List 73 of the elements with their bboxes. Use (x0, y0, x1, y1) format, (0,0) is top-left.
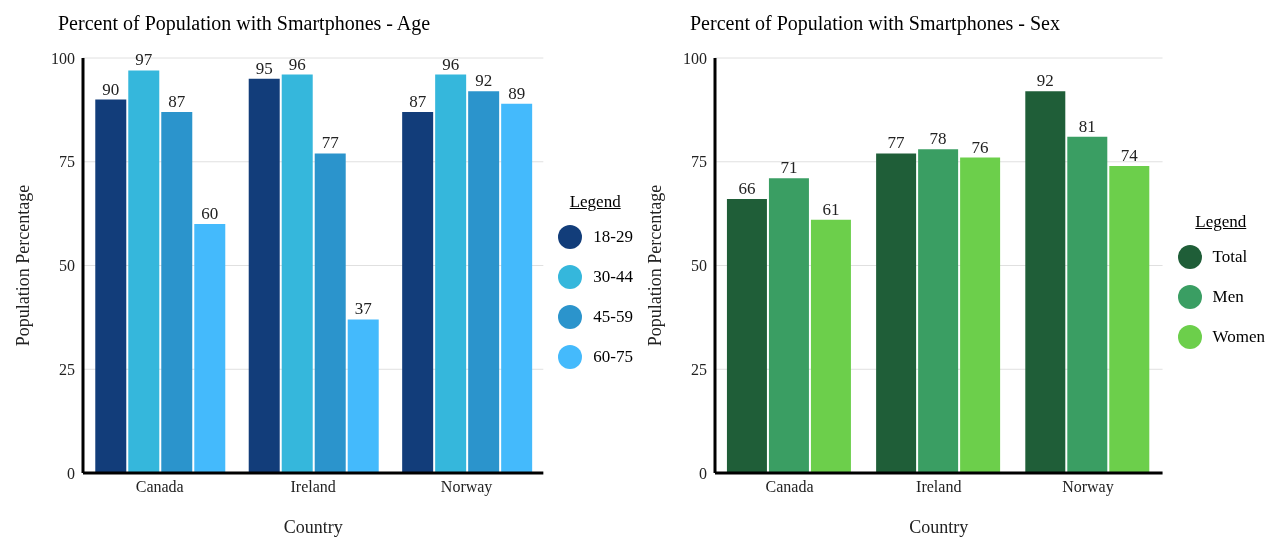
y-axis-title: Population Percentage (13, 184, 34, 347)
bar (1025, 91, 1066, 473)
data-label: 71 (780, 158, 798, 178)
legend-title: Legend (568, 192, 622, 212)
x-tick-label: Ireland (916, 478, 962, 496)
y-tick-label: 75 (691, 153, 707, 171)
data-label: 66 (738, 179, 756, 199)
data-label: 37 (354, 299, 373, 319)
data-label: 60 (201, 204, 219, 223)
y-tick-label: 50 (59, 257, 75, 275)
bar (1067, 136, 1108, 473)
x-tick-label: Canada (135, 478, 184, 496)
bar (347, 319, 379, 473)
bar (960, 157, 1001, 473)
bar (281, 74, 313, 473)
chart-title: Percent of Population with Smartphones - Sex (689, 11, 1061, 37)
bar (501, 103, 533, 473)
legend-label: Men (1212, 287, 1244, 307)
data-label: 61 (822, 199, 840, 219)
legend-label: Women (1212, 327, 1265, 347)
bar (435, 74, 467, 473)
x-tick-label: Ireland (290, 478, 336, 496)
bar (726, 199, 767, 473)
y-tick-label: 75 (59, 153, 75, 171)
legend-label: 60-75 (593, 347, 633, 367)
data-label: 81 (1078, 116, 1096, 136)
x-tick-label: Canada (765, 478, 814, 496)
bar (468, 91, 500, 473)
bar (1109, 165, 1150, 473)
bar (810, 219, 851, 473)
data-label: 89 (508, 83, 526, 103)
legend-label: Total (1212, 247, 1248, 267)
y-tick-label: 100 (51, 49, 75, 67)
data-label: 96 (442, 54, 460, 74)
data-label: 87 (168, 91, 186, 111)
bar (876, 153, 917, 473)
data-label: 97 (135, 50, 153, 70)
data-label: 77 (887, 133, 906, 153)
bar (248, 78, 280, 473)
data-label: 77 (321, 133, 340, 153)
data-label: 95 (255, 58, 273, 78)
data-label: 74 (1120, 145, 1139, 165)
data-label: 92 (475, 71, 493, 91)
bar (128, 70, 160, 473)
data-label: 87 (409, 91, 427, 111)
legend-label: 45-59 (593, 307, 633, 327)
bar (768, 178, 809, 473)
y-tick-label: 25 (691, 360, 707, 378)
legend-label: 30-44 (593, 267, 633, 287)
bar (161, 111, 193, 473)
bar (95, 99, 127, 473)
legend-label: 18-29 (593, 227, 633, 247)
bar (314, 153, 346, 473)
y-tick-label: 25 (59, 360, 75, 378)
y-tick-label: 100 (683, 49, 707, 67)
y-tick-label: 0 (67, 464, 75, 482)
data-label: 96 (288, 54, 306, 74)
x-axis-title: Country (283, 517, 343, 537)
y-tick-label: 50 (691, 257, 707, 275)
chart-title: Percent of Population with Smartphones - Age (57, 11, 432, 37)
bar (918, 149, 959, 473)
y-axis-title: Population Percentage (645, 184, 666, 347)
x-tick-label: Norway (440, 478, 493, 497)
bar (402, 111, 434, 473)
data-label: 92 (1036, 71, 1054, 91)
legend-title: Legend (1194, 212, 1248, 232)
y-tick-label: 0 (699, 464, 707, 482)
data-label: 90 (102, 79, 120, 99)
x-tick-label: Norway (1062, 478, 1114, 497)
bar (194, 224, 226, 473)
data-label: 78 (929, 129, 947, 149)
data-label: 76 (971, 137, 989, 157)
x-axis-title: Country (909, 517, 969, 537)
